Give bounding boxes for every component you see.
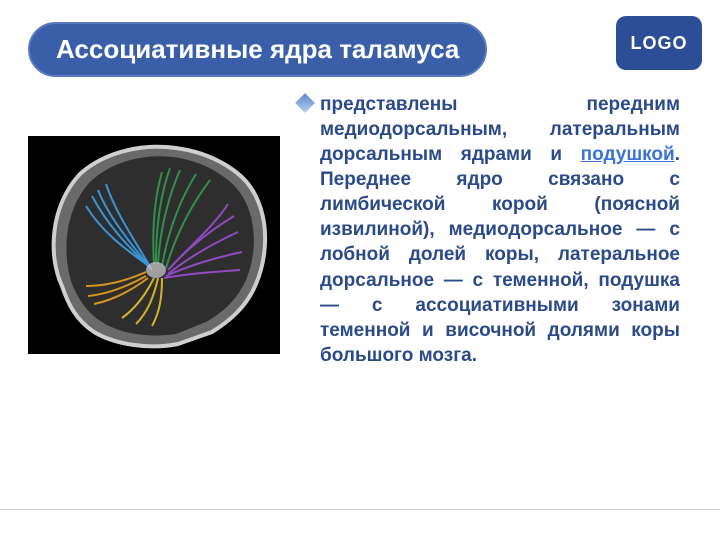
- slide-title: Ассоциативные ядра таламуса: [28, 22, 487, 77]
- paragraph-post: . Переднее ядро связано с лимбической ко…: [320, 144, 680, 366]
- text-column: представлены передним медиодорсальным, л…: [298, 92, 680, 368]
- image-column: [28, 92, 280, 368]
- diamond-bullet-icon: [295, 93, 315, 113]
- brain-tractography-image: [28, 136, 280, 354]
- pillow-link[interactable]: подушкой: [581, 144, 675, 165]
- logo-badge: LOGO: [616, 16, 702, 70]
- footer-divider: [0, 509, 720, 510]
- content-area: представлены передним медиодорсальным, л…: [28, 92, 680, 368]
- body-paragraph: представлены передним медиодорсальным, л…: [320, 92, 680, 368]
